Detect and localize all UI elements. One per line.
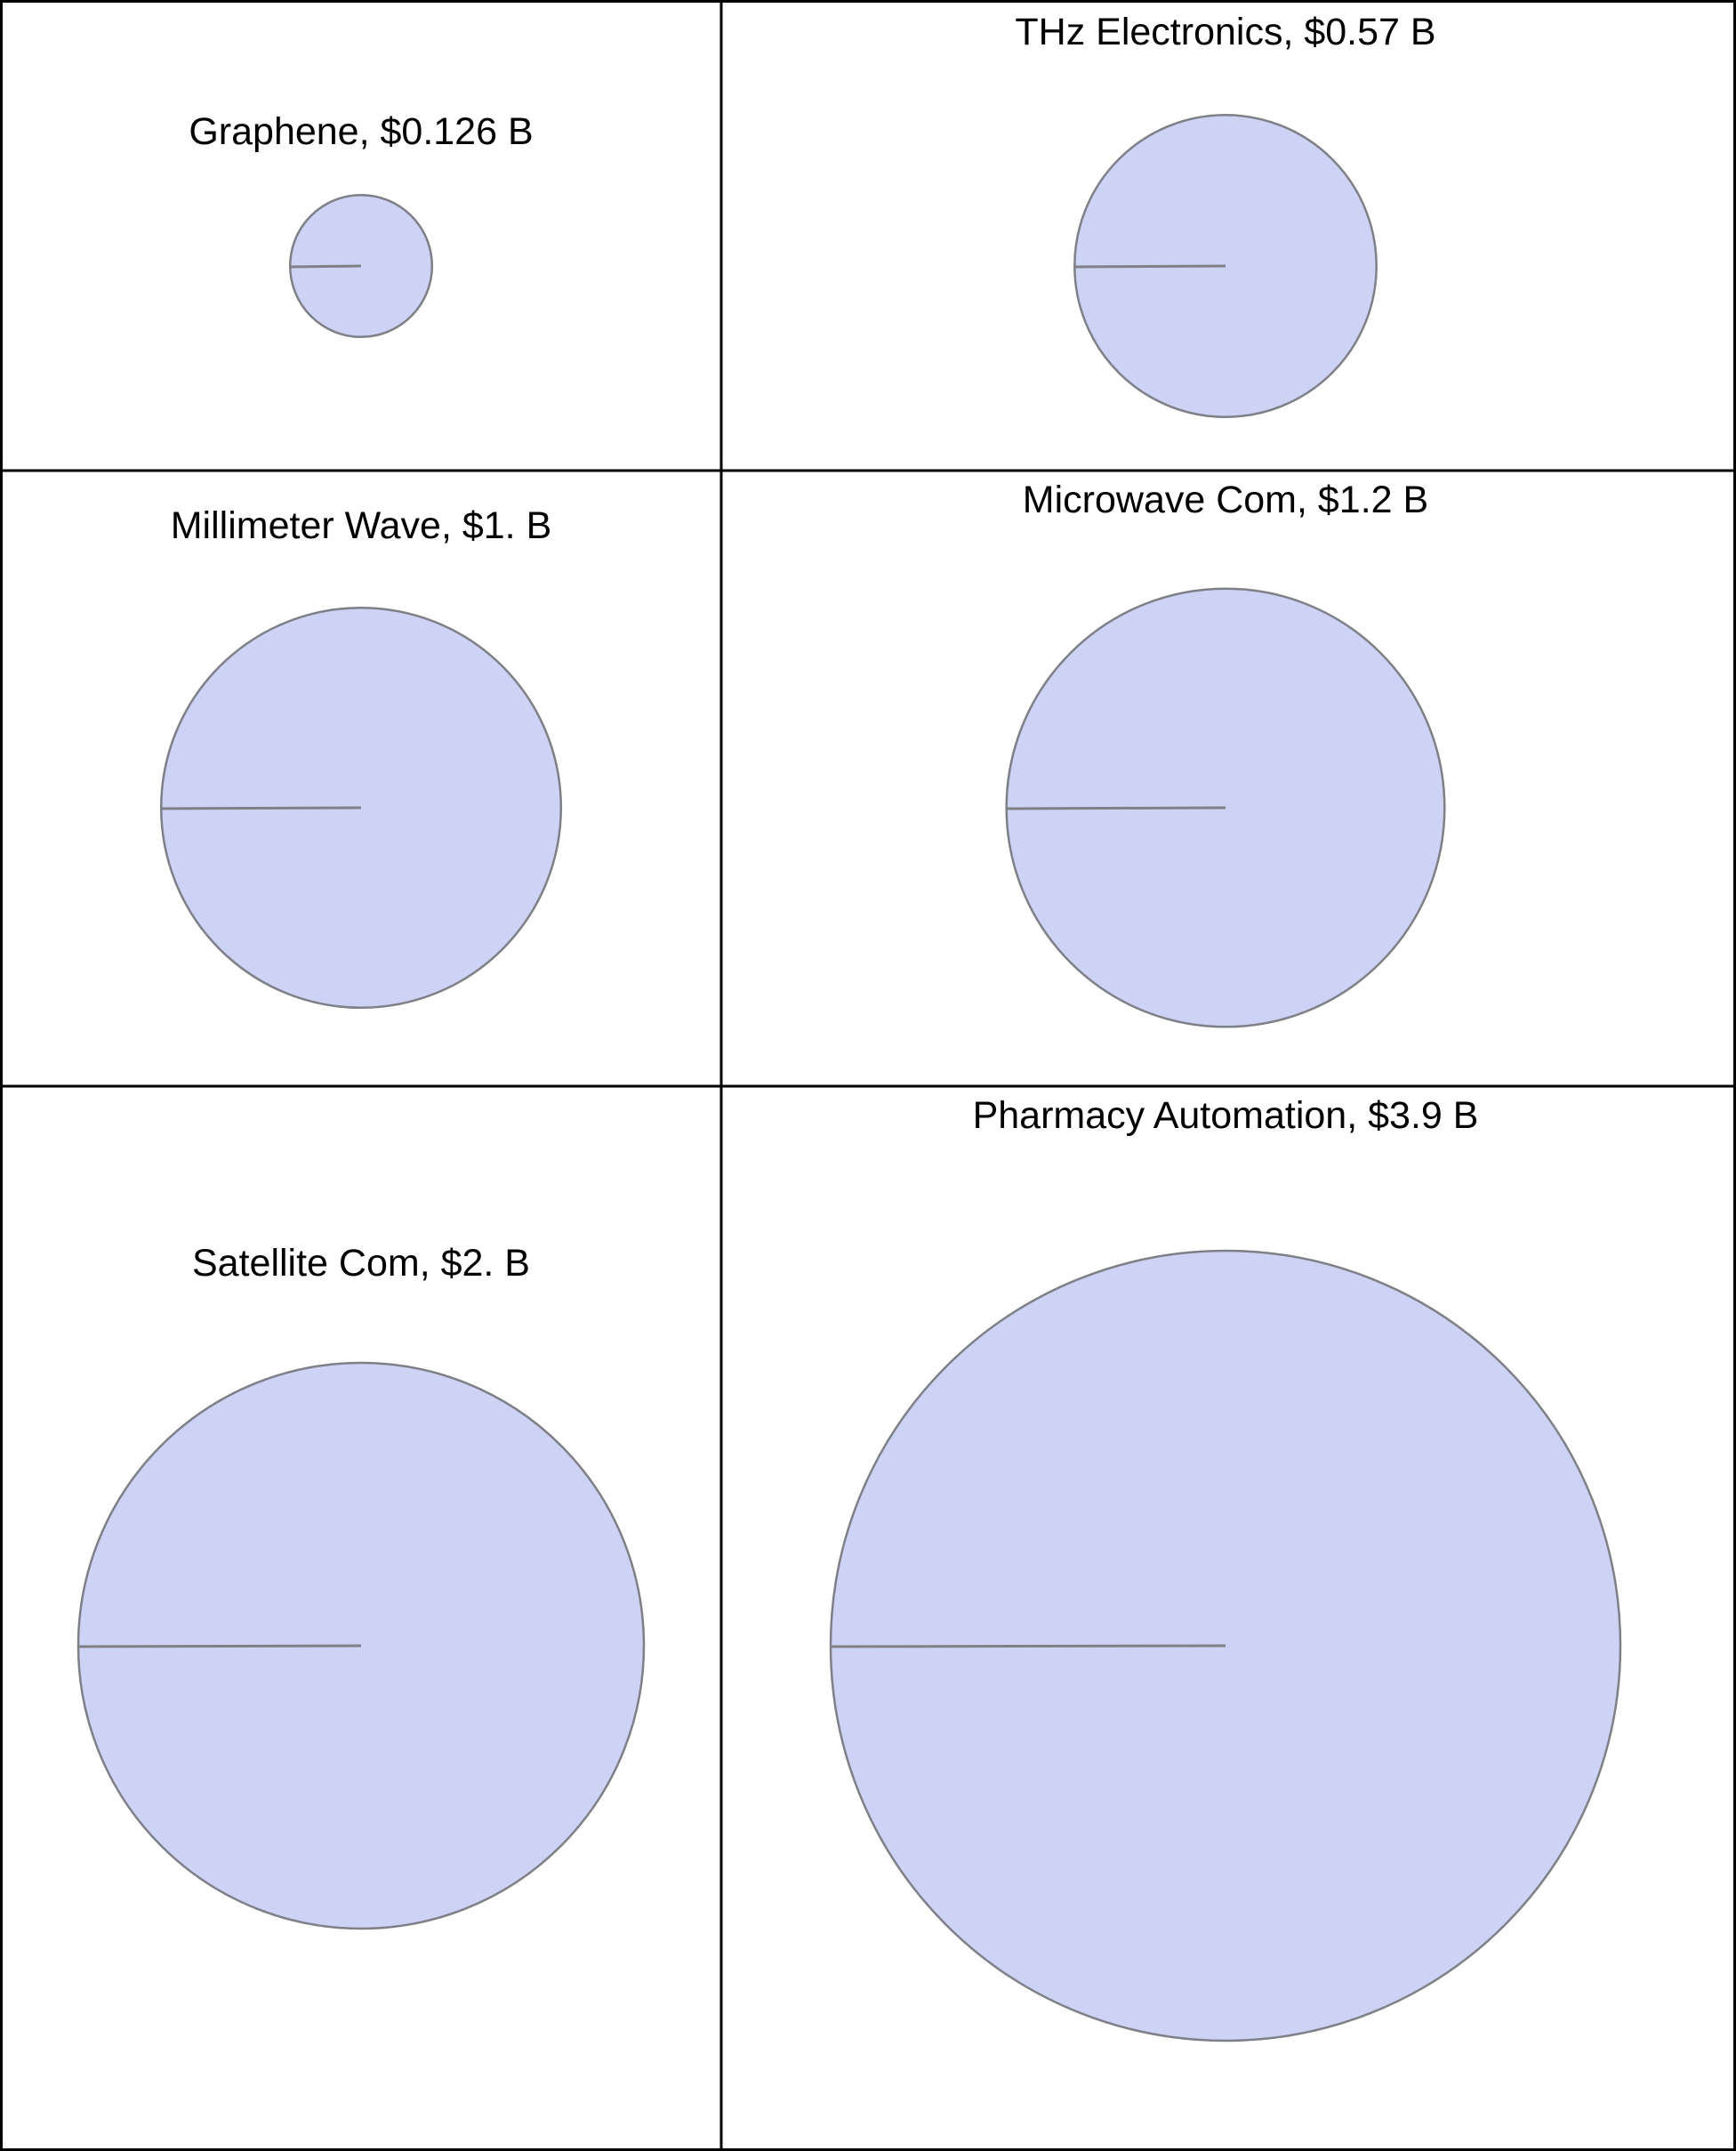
panel-pharmacy-automation: Pharmacy Automation, $3.9 B <box>829 1094 1622 2042</box>
panel-title: Microwave Com, $1.2 B <box>1023 479 1428 521</box>
panel-thz-electronics: THz Electronics, $0.57 B <box>1015 11 1436 418</box>
panel-satellite-com: Satellite Com, $2. B <box>76 1242 646 1930</box>
panel-millimeter-wave: Millimeter Wave, $1. B <box>159 504 563 1010</box>
slice-boundary-line <box>77 1644 362 1648</box>
slice-boundary-line <box>830 1644 1226 1648</box>
slice-boundary-line <box>1006 806 1226 810</box>
slice-boundary-line <box>1074 264 1226 269</box>
slice-boundary-line <box>161 806 362 810</box>
panel-graphene: Graphene, $0.126 B <box>189 110 534 339</box>
panel-title: Satellite Com, $2. B <box>192 1242 530 1285</box>
panel-title: Pharmacy Automation, $3.9 B <box>973 1094 1479 1137</box>
panel-title: THz Electronics, $0.57 B <box>1015 11 1435 53</box>
panel-title: Millimeter Wave, $1. B <box>171 504 552 547</box>
slice-boundary-line <box>290 264 362 269</box>
panel-microwave-com: Microwave Com, $1.2 B <box>1005 479 1446 1028</box>
panel-title: Graphene, $0.126 B <box>189 110 533 153</box>
